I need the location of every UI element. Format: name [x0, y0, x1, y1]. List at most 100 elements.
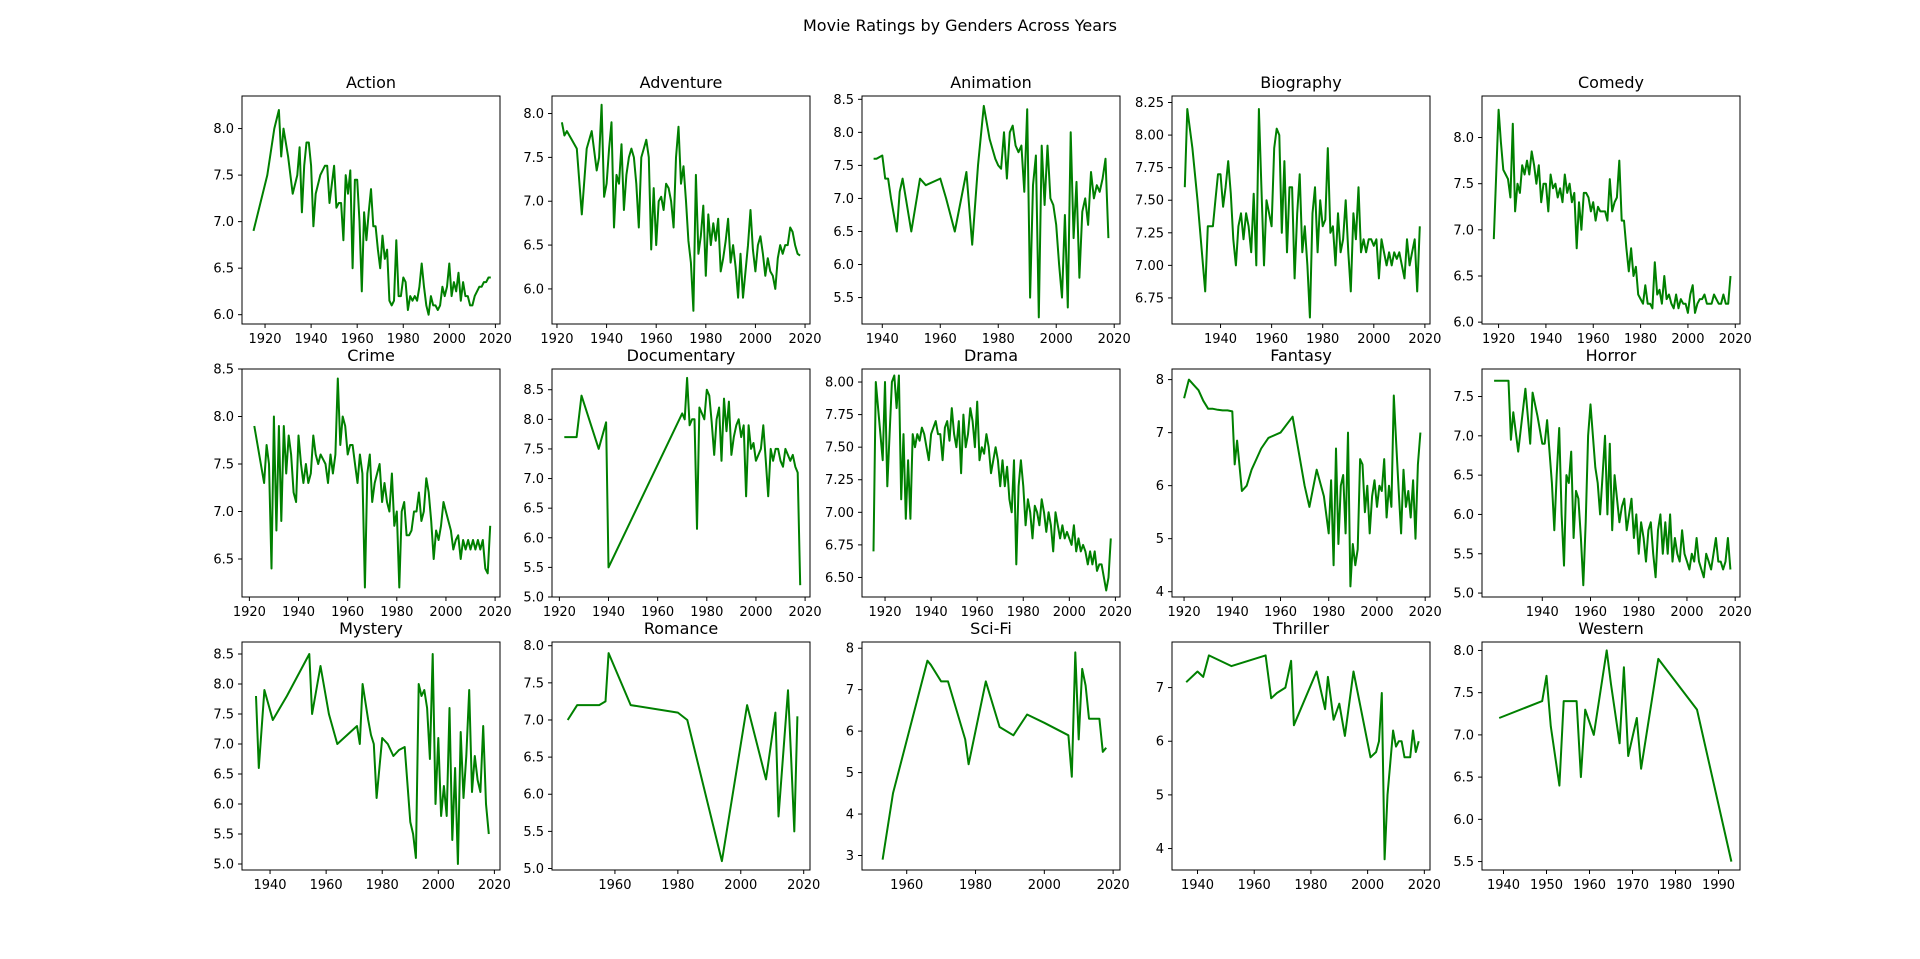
x-tick-label: 2000 [1053, 605, 1086, 620]
subplot-title: Crime [347, 346, 395, 365]
y-tick-label: 6.50 [825, 571, 854, 586]
x-tick-label: 1980 [1622, 605, 1655, 620]
adventure-axes-frame [551, 95, 811, 325]
action-axes-frame [241, 95, 501, 325]
x-tick-label: 1940 [590, 332, 623, 347]
x-tick-label: 2020 [1097, 878, 1130, 893]
documentary-series-line [564, 376, 802, 586]
x-tick-label: 1960 [640, 332, 673, 347]
action-series-line [252, 109, 491, 316]
x-tick-label: 1940 [1487, 878, 1520, 893]
x-tick-label: 1940 [866, 332, 899, 347]
y-tick-label: 7.0 [523, 195, 544, 210]
x-tick-label: 1940 [1204, 332, 1237, 347]
y-tick-label: 7.0 [213, 215, 234, 230]
y-tick-label: 6 [1156, 735, 1164, 750]
subplot-action: Action 1920 1940 1960 1980 2000 2020 6.0 6.5 7.0 7… [213, 73, 512, 347]
x-tick-label: 2020 [1408, 332, 1441, 347]
x-tick-label: 2000 [429, 605, 462, 620]
x-tick-label: 1980 [1312, 605, 1345, 620]
y-tick-label: 7.0 [833, 192, 854, 207]
y-tick-label: 8.0 [213, 678, 234, 693]
y-tick-label: 7.5 [523, 676, 544, 691]
y-tick-label: 5 [1156, 788, 1164, 803]
x-tick-label: 1960 [341, 332, 374, 347]
x-tick-label: 2000 [422, 878, 455, 893]
subplot-romance: Romance 1960 1980 2000 2020 5.0 5.5 6.0 6.5 7.0 7.… [523, 619, 820, 893]
y-tick-label: 7.5 [523, 151, 544, 166]
x-tick-label: 2000 [739, 605, 772, 620]
x-tick-label: 1960 [890, 878, 923, 893]
thriller-axes-frame [1171, 641, 1431, 871]
x-tick-label: 1940 [1529, 332, 1562, 347]
y-tick-label: 7.25 [825, 473, 854, 488]
y-tick-label: 5.0 [213, 858, 234, 873]
y-tick-label: 4 [1156, 842, 1164, 857]
y-tick-label: 6.0 [1453, 813, 1474, 828]
y-tick-label: 5.5 [1453, 855, 1474, 870]
y-tick-label: 6 [1156, 479, 1164, 494]
y-tick-label: 7.50 [1135, 194, 1164, 209]
x-tick-label: 1960 [310, 878, 343, 893]
fantasy-axes-frame [1171, 368, 1431, 598]
x-tick-label: 1980 [1624, 332, 1657, 347]
subplot-animation: Animation 1940 1960 1980 2000 2020 5.5 6.0 6.5 7.… [833, 73, 1130, 347]
x-tick-label: 1960 [1574, 605, 1607, 620]
y-tick-label: 6.5 [523, 239, 544, 254]
y-tick-label: 5.0 [523, 591, 544, 606]
x-tick-label: 1960 [924, 332, 957, 347]
x-tick-label: 1960 [1577, 332, 1610, 347]
x-tick-label: 1960 [1238, 878, 1271, 893]
x-tick-label: 1920 [1482, 332, 1515, 347]
crime-axes-frame [241, 368, 501, 598]
subplot-western: Western 1940 1950 1960 1970 1980 1990 5.5 6.0 6.5… [1453, 619, 1741, 893]
x-tick-label: 1940 [282, 605, 315, 620]
y-tick-label: 8.0 [213, 410, 234, 425]
mystery-axes-frame [241, 641, 501, 871]
y-tick-label: 8.5 [523, 383, 544, 398]
x-tick-label: 1950 [1530, 878, 1563, 893]
y-tick-label: 5.5 [1453, 547, 1474, 562]
x-tick-label: 1920 [248, 332, 281, 347]
animation-series-line [873, 104, 1110, 319]
y-tick-label: 6.0 [213, 798, 234, 813]
biography-axes-frame [1171, 95, 1431, 325]
y-tick-label: 4 [846, 808, 854, 823]
subplot-grid: Action 1920 1940 1960 1980 2000 2020 6.0 6.5 7.0 7… [213, 73, 1752, 893]
mystery-series-line [255, 653, 490, 865]
y-tick-label: 8.25 [1135, 96, 1164, 111]
y-tick-label: 5.5 [833, 291, 854, 306]
y-tick-label: 8.00 [825, 376, 854, 391]
subplot-thriller: Thriller 1940 1960 1980 2000 2020 4 5 6 7 [1156, 619, 1441, 893]
y-tick-label: 6.0 [833, 258, 854, 273]
x-tick-label: 2000 [433, 332, 466, 347]
y-tick-label: 8.00 [1135, 129, 1164, 144]
x-tick-label: 2000 [1360, 605, 1393, 620]
drama-series-line [872, 374, 1112, 592]
horror-series-line [1494, 379, 1732, 587]
x-tick-label: 1980 [689, 332, 722, 347]
y-tick-label: 7.0 [1453, 223, 1474, 238]
x-tick-label: 1980 [1659, 878, 1692, 893]
subplot-comedy: Comedy 1920 1940 1960 1980 2000 2020 6.0 6.5 7.0 7… [1453, 73, 1752, 347]
y-tick-label: 7.0 [1453, 429, 1474, 444]
x-tick-label: 1940 [1181, 878, 1214, 893]
x-tick-label: 1960 [1264, 605, 1297, 620]
x-tick-label: 2020 [1719, 605, 1752, 620]
x-tick-label: 1920 [233, 605, 266, 620]
subplot-horror: Horror 1940 1960 1980 2000 2020 5.0 5.5 6.0 6.5 7.… [1453, 346, 1751, 620]
adventure-series-line [560, 103, 801, 312]
subplot-title: Mystery [339, 619, 403, 638]
subplot-title: Biography [1260, 73, 1342, 92]
subplot-title: Comedy [1578, 73, 1644, 92]
x-tick-label: 1960 [1573, 878, 1606, 893]
y-tick-label: 6.75 [1135, 291, 1164, 306]
y-tick-label: 3 [846, 849, 854, 864]
x-tick-label: 2020 [478, 878, 511, 893]
y-tick-label: 7.5 [1453, 390, 1474, 405]
y-tick-label: 7.5 [213, 169, 234, 184]
y-tick-label: 5.0 [1453, 587, 1474, 602]
x-tick-label: 1980 [1306, 332, 1339, 347]
romance-axes-frame [551, 641, 811, 871]
